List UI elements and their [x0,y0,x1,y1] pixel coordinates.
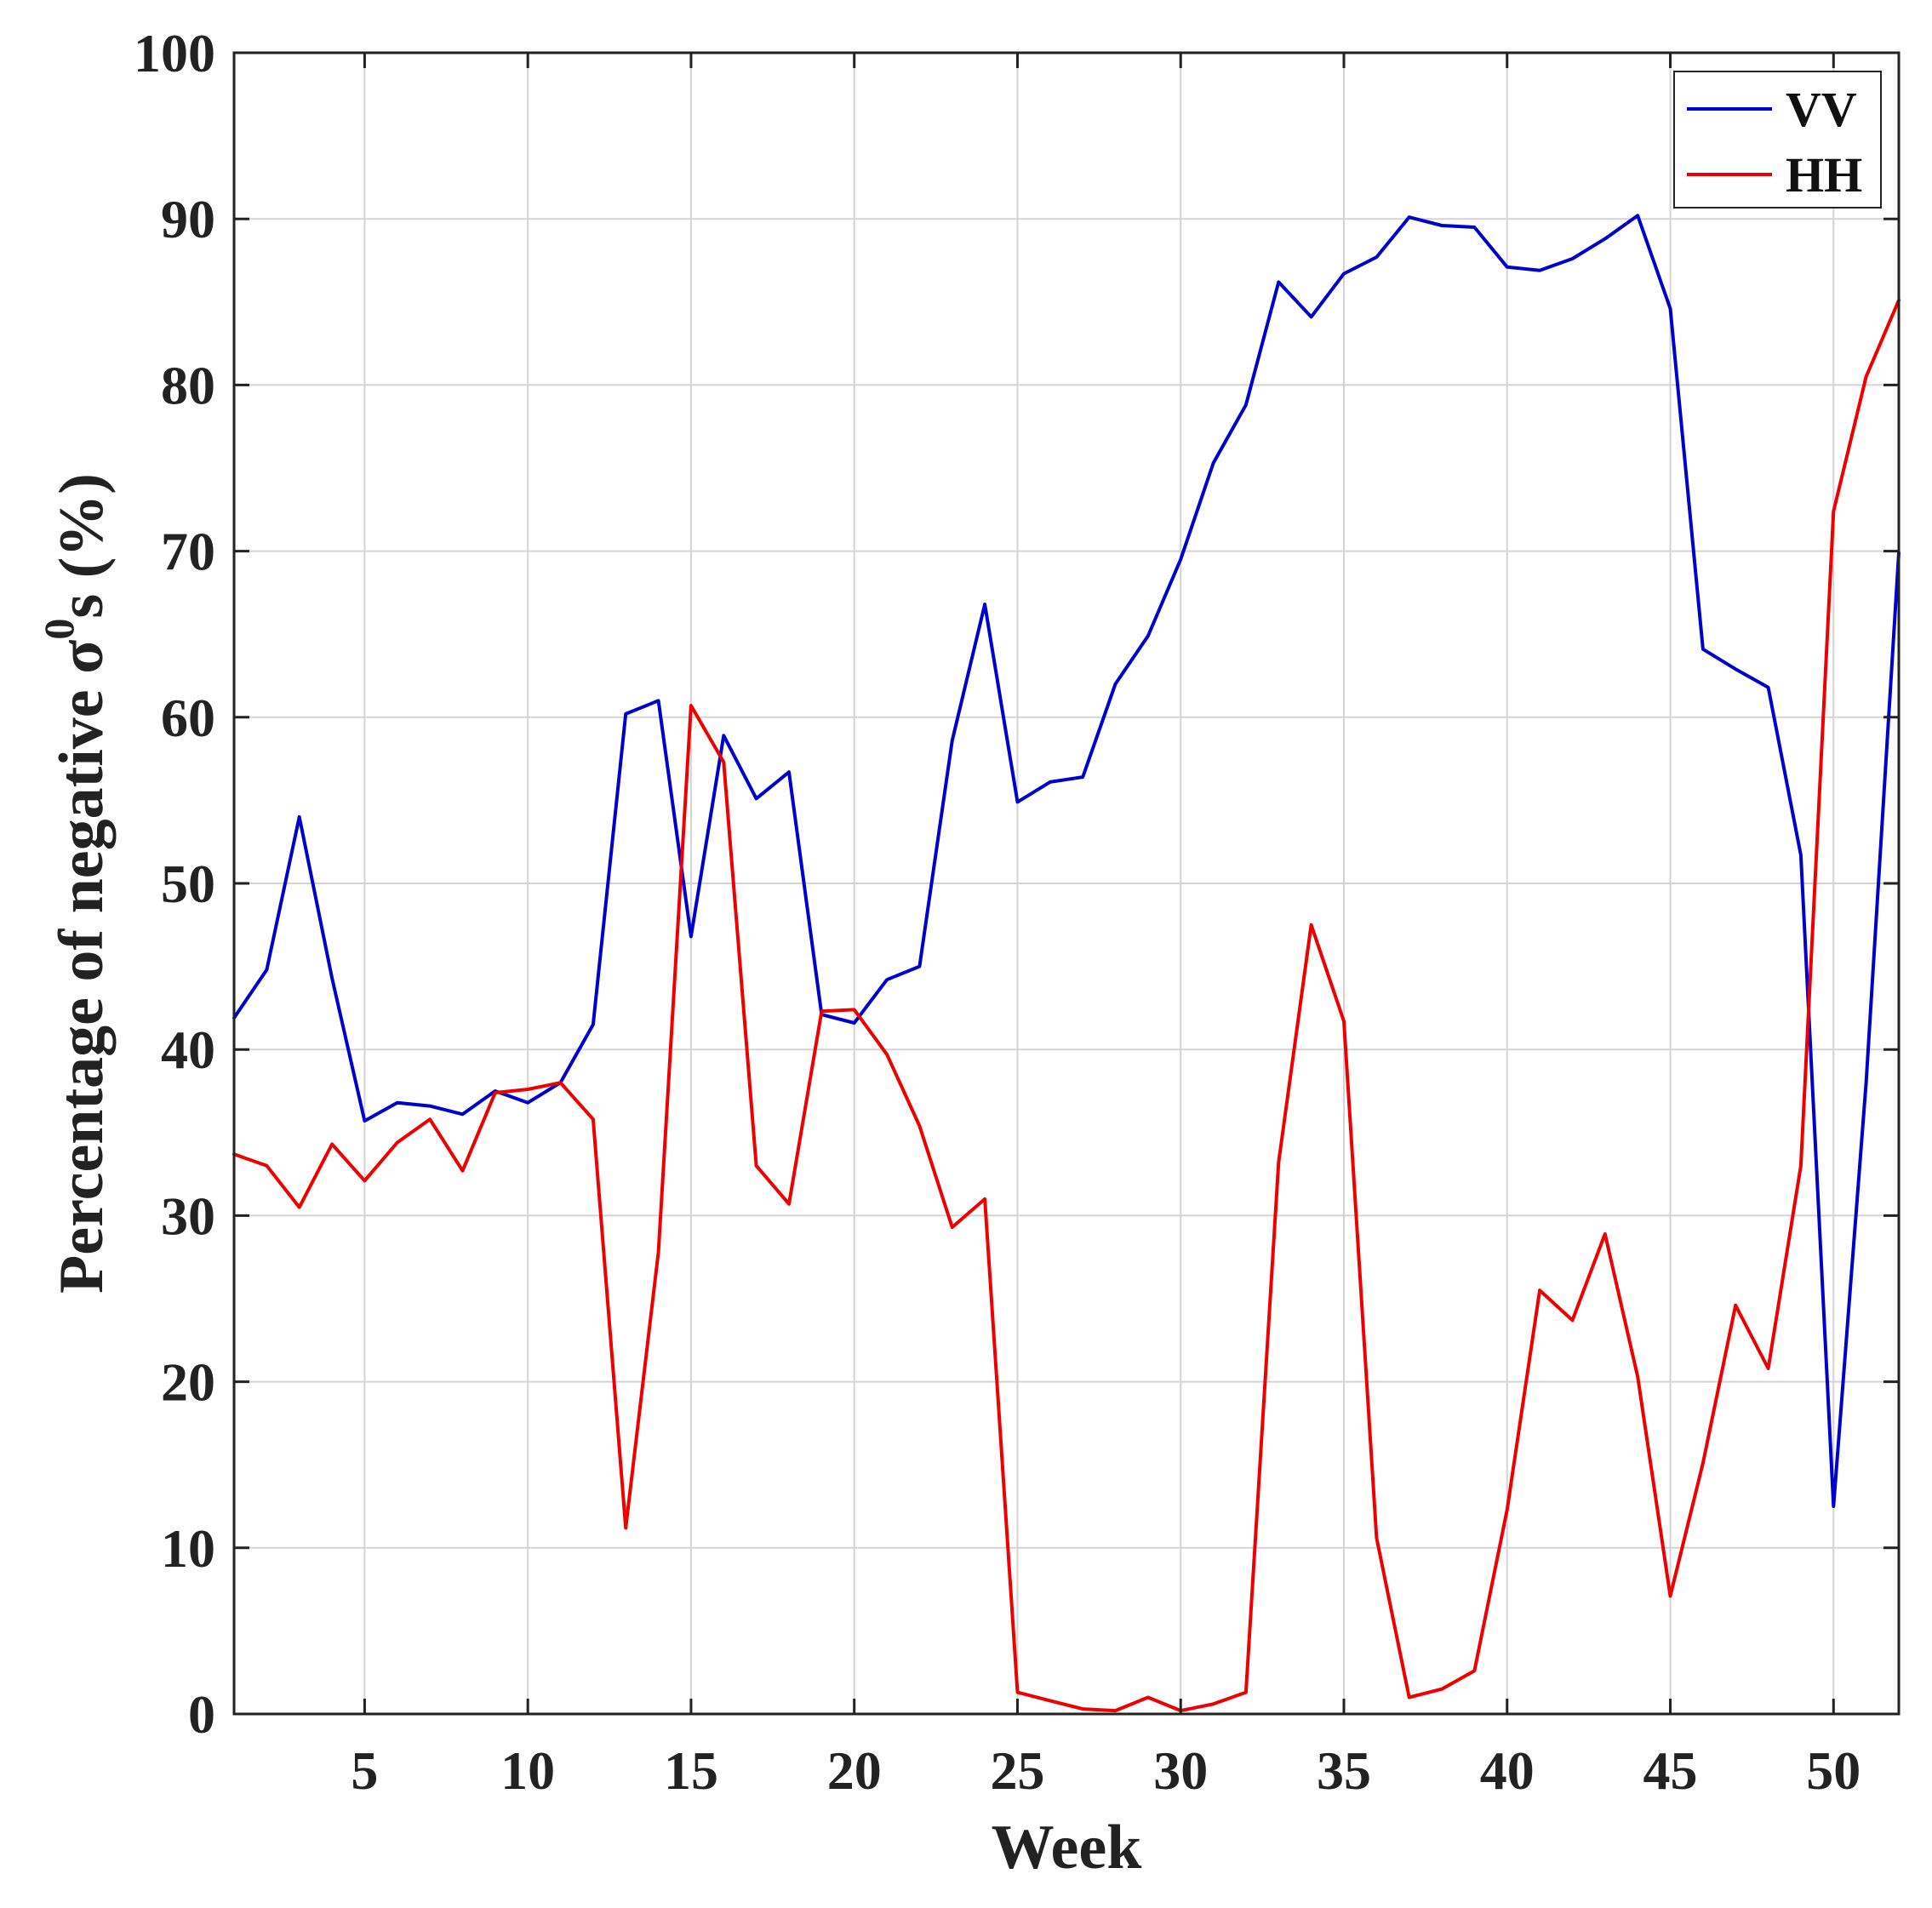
x-tick-label: 30 [1153,1740,1208,1801]
y-tick-label: 60 [161,688,215,748]
y-tick-label: 80 [161,355,215,415]
y-tick-label: 20 [161,1352,215,1413]
y-tick-label: 40 [161,1020,215,1080]
y-axis-label-superscript: 0 [35,619,83,640]
legend: VV HH [1673,71,1882,209]
legend-box [1673,71,1882,209]
y-axis-label-main: Percentage of negative σ [47,640,117,1294]
x-axis-ticks: 5 10 15 20 25 30 35 40 45 50 [351,53,1861,1801]
x-tick-label: 10 [500,1740,555,1801]
series-lines [232,214,1901,1713]
y-tick-label: 10 [161,1518,215,1579]
x-tick-label: 35 [1317,1740,1371,1801]
x-tick-label: 50 [1806,1740,1861,1801]
grid-lines [234,53,1899,1714]
y-tick-label: 100 [134,23,215,83]
x-tick-label: 15 [664,1740,718,1801]
y-axis-label-suffix: s (%) [47,473,117,619]
y-tick-label: 90 [161,189,215,249]
series-line-vv [232,214,1901,1508]
legend-label-hh: HH [1786,147,1862,203]
x-axis-label: Week [992,1813,1143,1882]
x-tick-label: 45 [1643,1740,1698,1801]
y-axis-label: Percentage of negative σ0s (%) [35,473,117,1294]
x-tick-label: 5 [351,1740,378,1801]
x-tick-label: 25 [990,1740,1044,1801]
y-tick-label: 70 [161,522,215,582]
legend-label-vv: VV [1786,82,1857,137]
x-tick-label: 40 [1480,1740,1535,1801]
x-tick-label: 20 [827,1740,882,1801]
y-tick-label: 50 [161,854,215,914]
y-tick-label: 0 [188,1684,215,1745]
y-tick-label: 30 [161,1185,215,1246]
series-line-hh [232,298,1901,1713]
y-axis-ticks: 0 10 20 30 40 50 60 70 80 90 100 [134,23,1899,1745]
